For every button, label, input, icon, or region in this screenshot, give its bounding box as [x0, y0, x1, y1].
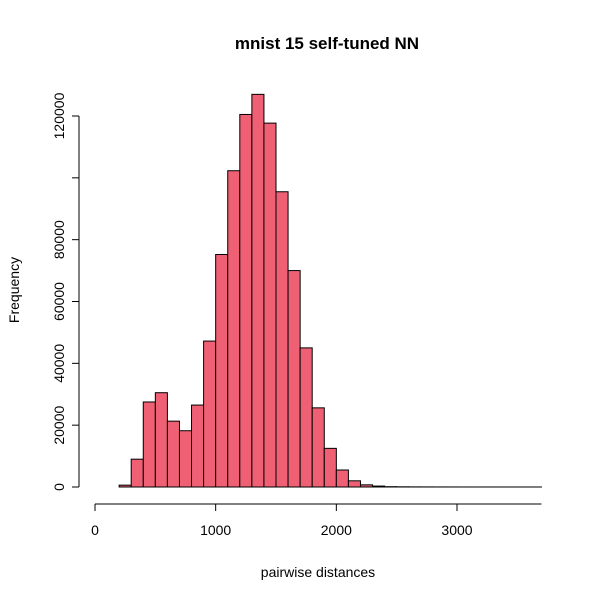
histogram-bar: [191, 404, 205, 488]
histogram-bar: [323, 447, 337, 488]
x-tick-label: 3000: [441, 522, 472, 538]
histogram-bar: [239, 113, 253, 488]
histogram-bar: [203, 340, 217, 488]
y-tick-label: 60000: [51, 282, 67, 321]
histogram-bar: [372, 485, 386, 488]
x-tick-label: 0: [91, 522, 99, 538]
y-tick-label: 120000: [51, 92, 67, 139]
histogram-bar: [275, 191, 289, 488]
x-axis-ticks: 0 1000 2000 3000: [91, 504, 473, 538]
y-tick-label: 0: [51, 483, 67, 491]
y-axis-label: Frequency: [6, 257, 22, 323]
chart-title: mnist 15 self-tuned NN: [235, 34, 419, 53]
histogram-bars: [118, 93, 542, 488]
histogram-bar: [263, 122, 277, 488]
histogram-bar: [178, 430, 193, 488]
histogram-bar: [154, 392, 168, 488]
histogram-bar: [227, 170, 241, 488]
histogram-bar: [142, 401, 156, 488]
histogram-bar: [287, 270, 301, 488]
y-tick-label: 40000: [51, 344, 67, 383]
histogram-bar: [166, 420, 180, 488]
histogram-bar: [118, 484, 132, 488]
histogram-bar: [335, 469, 349, 488]
x-axis-label: pairwise distances: [261, 564, 375, 580]
histogram-bar: [251, 93, 265, 488]
histogram-bar: [299, 347, 313, 488]
x-tick-label: 1000: [200, 522, 231, 538]
y-tick-label: 80000: [51, 220, 67, 259]
y-tick-label: 20000: [51, 405, 67, 444]
histogram-bar: [215, 254, 229, 488]
histogram-bar: [359, 484, 374, 488]
x-tick-label: 2000: [321, 522, 352, 538]
histogram-bar: [130, 458, 144, 488]
histogram-bar: [347, 480, 361, 488]
y-axis-ticks: 0 20000 40000 60000 80000 120000: [51, 92, 79, 491]
histogram-bar: [311, 407, 325, 488]
